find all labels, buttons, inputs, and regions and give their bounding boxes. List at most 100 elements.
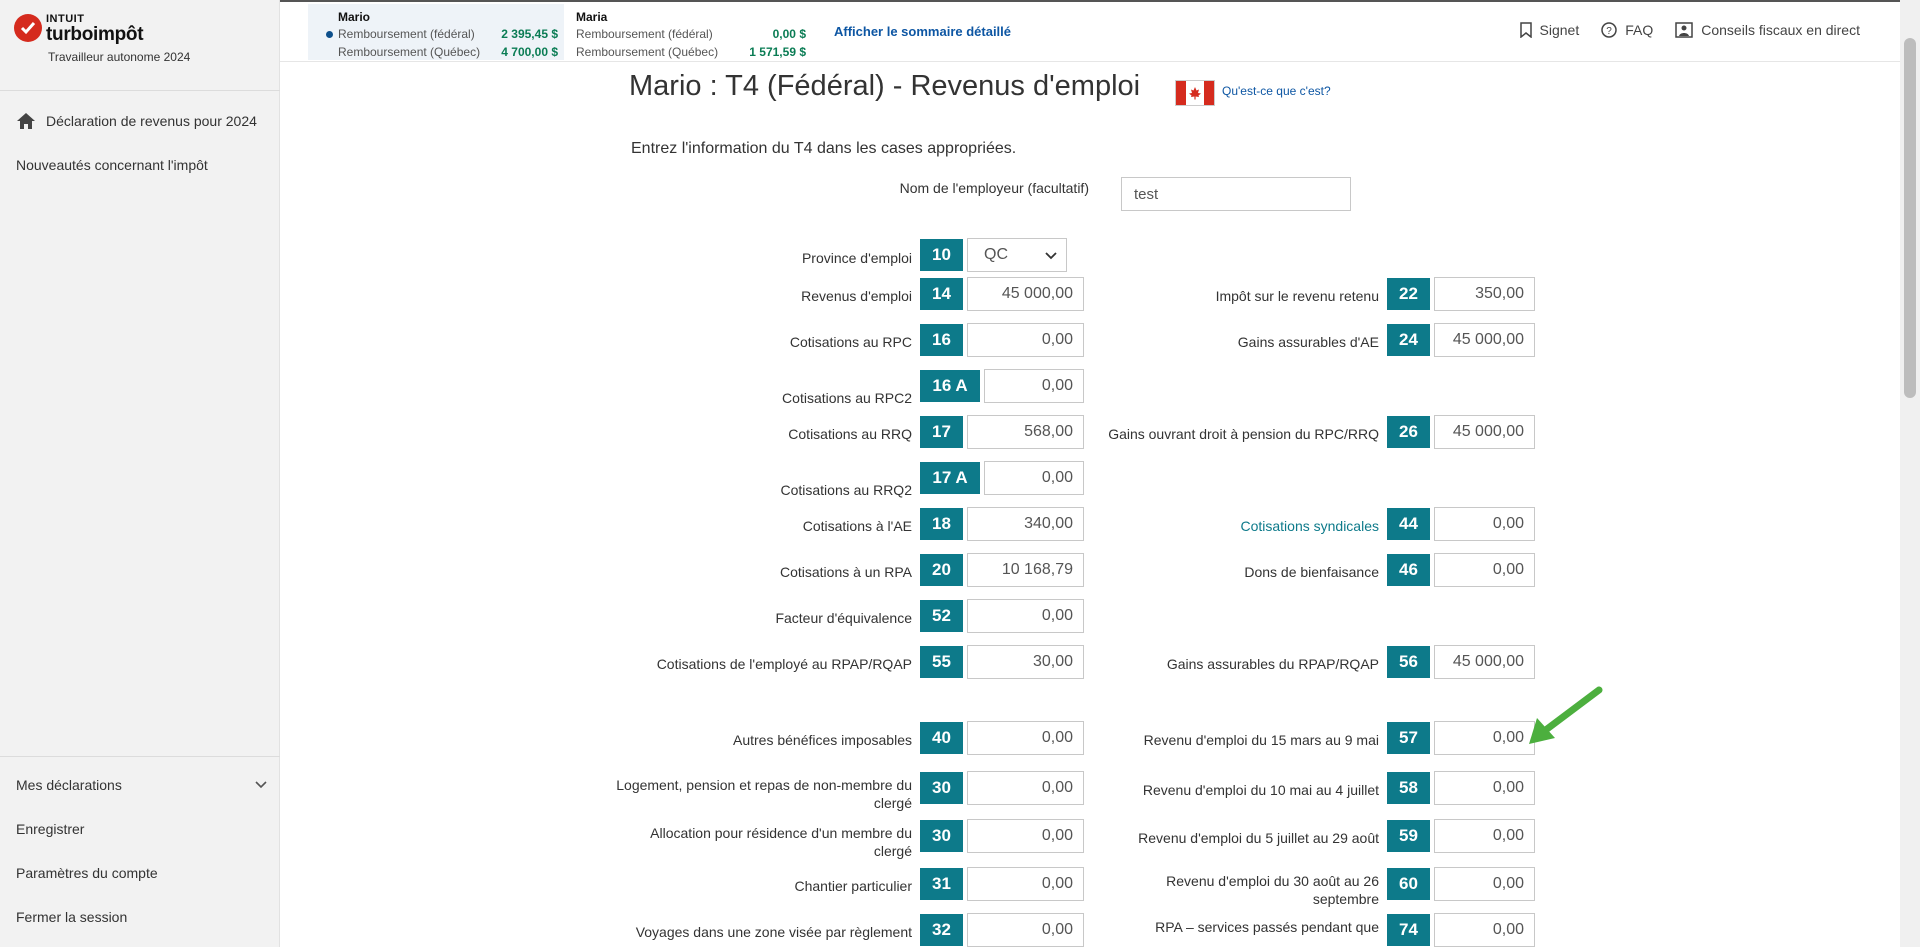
field-label: Cotisations au RPC2 [782,390,912,406]
brand-name: turboimpôt [46,24,144,45]
federal-refund-label: Remboursement (fédéral) [576,27,713,41]
box-number: 16 A [920,370,980,402]
field-label: Logement, pension et repas de non-membre… [616,777,912,811]
amount-input-box-14[interactable] [967,277,1084,311]
amount-input-box-24[interactable] [1434,323,1535,357]
box-number: 74 [1387,914,1430,946]
summary-card-maria[interactable]: Maria Remboursement (fédéral) 0,00 $ Rem… [576,4,816,60]
sidebar-divider [0,90,280,91]
refund-summary-bar: Mario Remboursement (fédéral) 2 395,45 $… [280,0,1900,62]
amount-input-box-17[interactable] [967,415,1084,449]
sidebar-item-declaration[interactable]: Déclaration de revenus pour 2024 [16,112,257,130]
annotation-arrow-icon [1529,686,1603,744]
amount-input-box-55[interactable] [967,645,1084,679]
home-icon [17,113,35,129]
live-advice-icon [1675,22,1693,38]
box-number: 17 [920,416,963,448]
amount-input-box-18[interactable] [967,507,1084,541]
amount-input-box-59[interactable] [1434,819,1535,853]
box-number: 32 [920,914,963,946]
chevron-down-icon[interactable] [254,778,268,792]
summary-card-mario[interactable]: Mario Remboursement (fédéral) 2 395,45 $… [308,4,564,60]
bookmark-link[interactable]: Signet [1519,22,1580,38]
sidebar-item-logout[interactable]: Fermer la session [16,909,128,925]
field-label: Revenu d'emploi du 30 août au 26 septemb… [1166,873,1379,907]
field-label: Revenus d'emploi [801,288,912,304]
quebec-refund-amount: 4 700,00 $ [501,45,558,59]
field-label: Gains assurables du RPAP/RQAP [1166,656,1379,672]
amount-input-box-17a[interactable] [984,461,1084,495]
sidebar-item-my-declarations[interactable]: Mes déclarations [16,777,122,793]
field-label: Gains ouvrant droit à pension du RPC/RRQ [1108,426,1379,442]
brand-logo[interactable]: INTUIT turboimpôt [14,14,144,45]
box-number: 60 [1387,868,1430,900]
amount-input-box-31[interactable] [967,867,1084,901]
amount-input-box-56[interactable] [1434,645,1535,679]
chevron-down-icon [1045,252,1057,260]
scrollbar-thumb[interactable] [1904,38,1916,398]
field-label: Revenu d'emploi du 15 mars au 9 mai [1143,732,1379,748]
faq-link[interactable]: ? FAQ [1601,22,1653,38]
box-number: 26 [1387,416,1430,448]
box-number: 58 [1387,772,1430,804]
box-number: 30 [920,772,963,804]
amount-input-box-58[interactable] [1434,771,1535,805]
amount-input-box-26[interactable] [1434,415,1535,449]
checkmark-logo-icon [14,14,42,42]
box-number: 44 [1387,508,1430,540]
amount-input-box-20[interactable] [967,553,1084,587]
employer-name-label: Nom de l'employeur (facultatif) [899,180,1089,196]
sidebar-item-save[interactable]: Enregistrer [16,821,85,837]
amount-input-box-22[interactable] [1434,277,1535,311]
field-label: Revenu d'emploi du 10 mai au 4 juillet [1142,782,1379,798]
sidebar-item-news[interactable]: Nouveautés concernant l'impôt [16,157,208,173]
whats-this-link[interactable]: Qu'est-ce que c'est? [1222,84,1331,98]
sidebar-divider-bottom [0,756,280,757]
field-label: Voyages dans une zone visée par règlemen… [635,924,912,940]
field-label: Autres bénéfices imposables [733,732,912,748]
amount-input-box-30[interactable] [967,819,1084,853]
amount-input-box-57[interactable] [1434,721,1535,755]
svg-text:?: ? [1606,26,1612,37]
box-number: 20 [920,554,963,586]
amount-input-box-30[interactable] [967,771,1084,805]
bookmark-label: Signet [1539,22,1580,38]
amount-input-box-32[interactable] [967,913,1084,947]
form-instructions: Entrez l'information du T4 dans les case… [631,140,1017,157]
field-label: Cotisations au RRQ2 [780,482,912,498]
box-number: 31 [920,868,963,900]
amount-input-box-74[interactable] [1434,913,1535,947]
box-number: 30 [920,820,963,852]
tax-advice-label: Conseils fiscaux en direct [1701,22,1860,38]
field-label: Cotisations au RRQ [788,426,912,442]
field-label: Revenu d'emploi du 5 juillet au 29 août [1138,830,1379,846]
amount-input-box-46[interactable] [1434,553,1535,587]
amount-input-box-16[interactable] [967,323,1084,357]
question-icon: ? [1601,22,1617,38]
canada-flag-icon [1175,80,1215,106]
box-number: 55 [920,646,963,678]
amount-input-box-60[interactable] [1434,867,1535,901]
box-number: 17 A [920,462,980,494]
amount-input-box-40[interactable] [967,721,1084,755]
field-label: Dons de bienfaisance [1244,564,1379,580]
page-title: Mario : T4 (Fédéral) - Revenus d'emploi [629,70,1141,102]
amount-input-box-52[interactable] [967,599,1084,633]
field-label: Chantier particulier [794,878,913,894]
field-label: Facteur d'équivalence [775,610,912,626]
box-number: 10 [920,239,963,271]
box-number: 52 [920,600,963,632]
amount-input-box-16a[interactable] [984,369,1084,403]
employer-name-input[interactable] [1121,177,1351,211]
amount-input-box-44[interactable] [1434,507,1535,541]
tax-advice-link[interactable]: Conseils fiscaux en direct [1675,22,1860,38]
detailed-summary-link[interactable]: Afficher le sommaire détaillé [834,24,1012,39]
box-number: 59 [1387,820,1430,852]
field-label: Impôt sur le revenu retenu [1215,288,1379,304]
quebec-refund-label: Remboursement (Québec) [338,45,481,59]
active-indicator [326,31,333,38]
field-label[interactable]: Cotisations syndicales [1240,518,1379,534]
sidebar-item-account-settings[interactable]: Paramètres du compte [16,865,158,881]
province-select[interactable]: QC [967,238,1067,272]
box-number: 46 [1387,554,1430,586]
